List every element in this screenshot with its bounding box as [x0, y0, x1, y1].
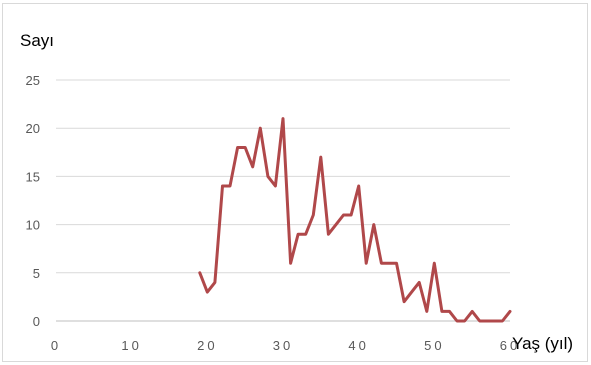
- gridlines: [56, 79, 510, 274]
- series-line-0: [198, 117, 512, 323]
- y-tick-label-20: 20: [26, 121, 40, 136]
- x-tick-label-60: 60: [500, 338, 520, 353]
- x-axis-title: Yaş (yıl): [512, 334, 573, 353]
- chart-frame: [2, 3, 588, 362]
- x-tick-label-10: 10: [121, 338, 141, 353]
- x-tick-label-40: 40: [348, 338, 368, 353]
- x-tick-label-30: 30: [273, 338, 293, 353]
- y-tick-label-10: 10: [26, 218, 40, 233]
- tick-labels: 0 5 10 15 20 25 0 10 20 30 40 50 60: [26, 73, 520, 353]
- x-tick-label-20: 20: [197, 338, 217, 353]
- y-tick-label-25: 25: [26, 73, 40, 88]
- x-tick-label-50: 50: [424, 338, 444, 353]
- y-axis-title: Sayı: [20, 31, 54, 50]
- x-tick-label-0: 0: [51, 338, 61, 353]
- y-tick-label-5: 5: [33, 266, 40, 281]
- y-tick-label-15: 15: [26, 169, 40, 184]
- y-tick-label-0: 0: [33, 314, 40, 329]
- series-group: [198, 117, 512, 323]
